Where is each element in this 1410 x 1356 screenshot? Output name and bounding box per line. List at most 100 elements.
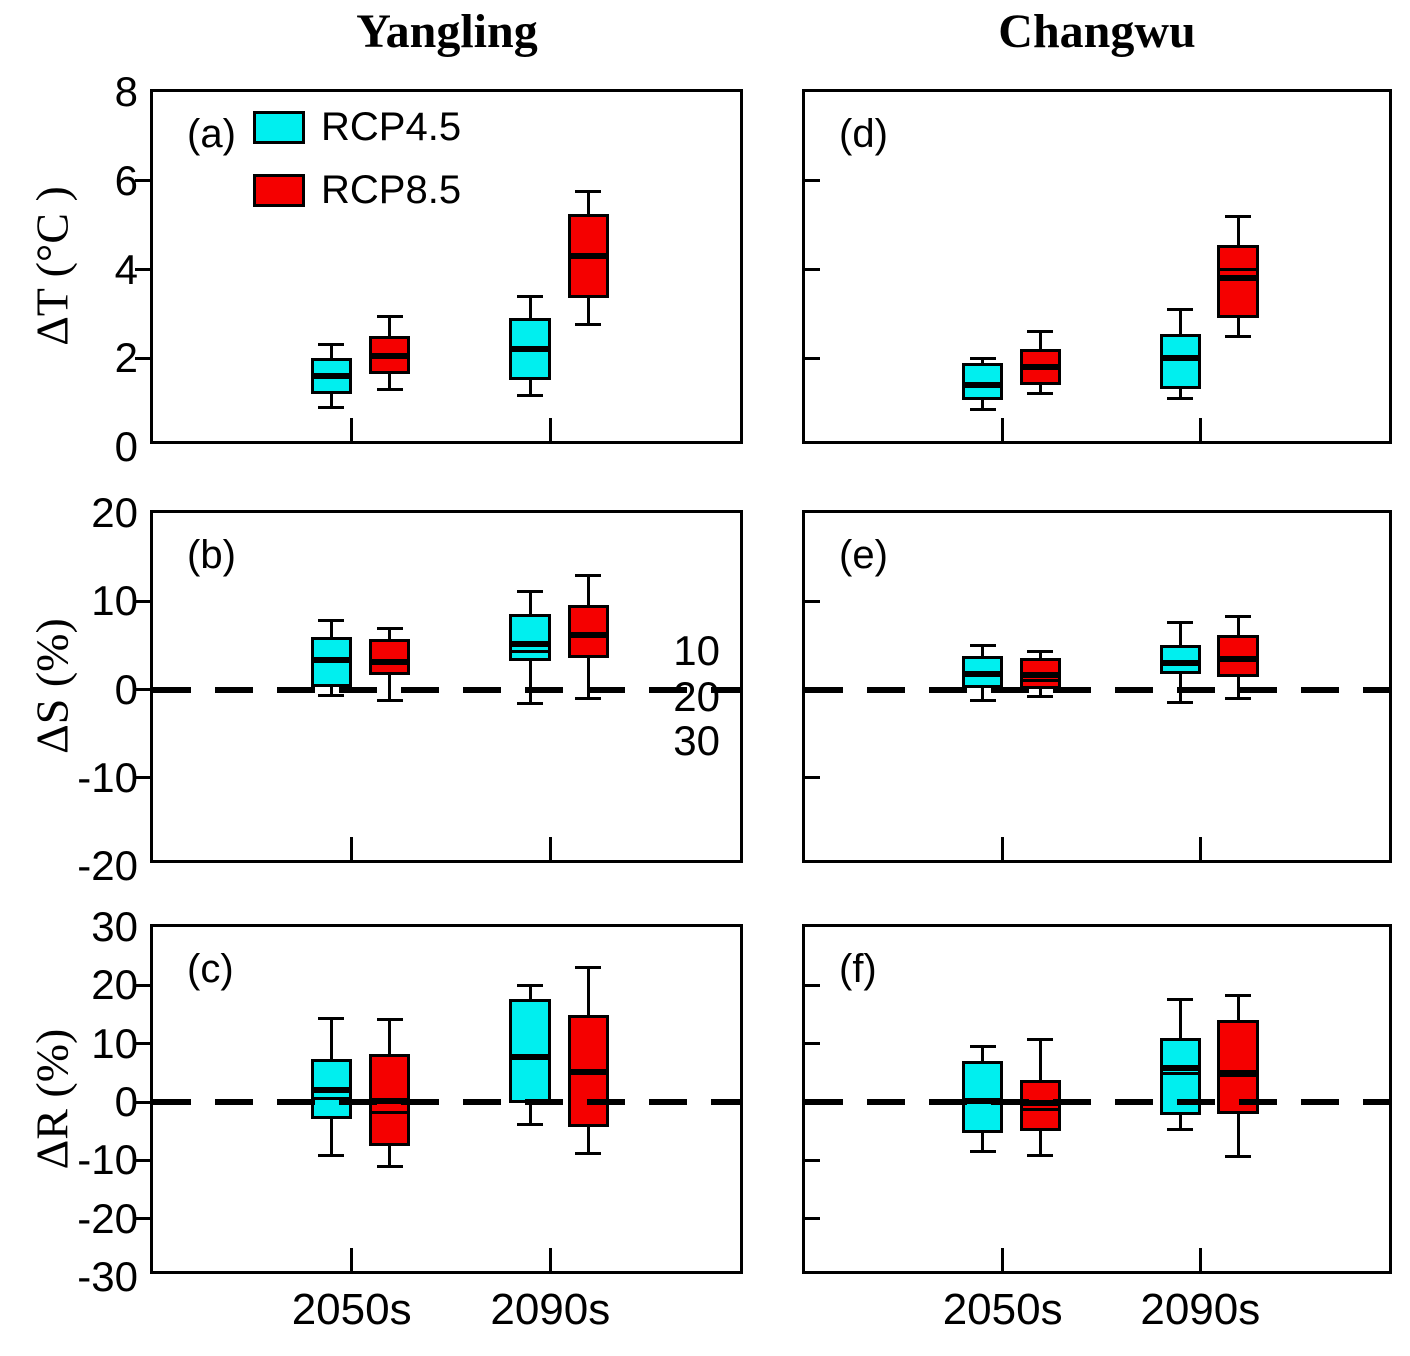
median-line (1019, 672, 1062, 679)
whisker-cap (376, 387, 403, 391)
panel-b: (b) -20 -10 0 10 20 10 20 30 (77, 492, 743, 887)
panel-letter-b: (b) (187, 533, 236, 577)
secondary-line (1022, 679, 1059, 683)
whisker-cap (517, 702, 544, 706)
box-b-rcp85-2050s (368, 639, 411, 676)
box-e-rcp85-2090s (1217, 634, 1259, 678)
x-tick (350, 418, 354, 441)
panel-letter-d: (d) (839, 112, 888, 156)
y-tick-label: 30 (91, 903, 138, 950)
whisker-cap (1167, 307, 1194, 311)
x-tick (548, 418, 552, 441)
y-tick (135, 179, 150, 183)
column-title-changwu: Changwu (998, 5, 1196, 58)
whisker-cap (1225, 1155, 1252, 1159)
secondary-line (313, 1097, 350, 1100)
whisker-cap (376, 1018, 403, 1022)
median-line (368, 353, 411, 360)
whisker-cap (969, 699, 996, 703)
zero-reference-line (153, 686, 740, 693)
stray-tick-label: 10 (673, 626, 720, 674)
whisker-cap (376, 698, 403, 702)
median-line (1217, 1069, 1259, 1076)
whisker-cap (517, 294, 544, 298)
whisker-cap (1027, 1154, 1054, 1158)
panel-e: (e) (802, 510, 1392, 863)
x-tick-label: 2050s (291, 1285, 412, 1334)
x-tick (1001, 418, 1005, 441)
x-tick (350, 837, 354, 860)
y-tick (135, 1100, 150, 1104)
y-tick-label: 20 (91, 961, 138, 1009)
median-line (1159, 355, 1201, 362)
whisker-cap (1225, 993, 1252, 997)
y-tick (135, 776, 150, 780)
whisker-cap (575, 574, 602, 578)
y-tick (805, 179, 820, 183)
whisker-cap (318, 619, 345, 623)
y-tick-label: 4 (114, 245, 138, 293)
zero-reference-line (805, 1099, 1389, 1105)
median-line (310, 1086, 353, 1093)
x-tick (1001, 837, 1005, 860)
median-line (368, 659, 411, 666)
whisker-cap (575, 696, 602, 700)
x-tick (1198, 418, 1202, 441)
y-tick (135, 268, 150, 271)
y-tick (805, 1042, 820, 1046)
y-tick-label: 10 (91, 577, 138, 625)
y-tick (805, 356, 820, 360)
whisker-cap (1225, 214, 1252, 218)
box-b-rcp45-2090s (509, 613, 551, 662)
whisker-cap (517, 394, 544, 398)
whisker-cap (1167, 396, 1194, 400)
whisker-cap (517, 983, 544, 987)
whisker-cap (1225, 696, 1252, 700)
whisker-cap (575, 323, 602, 327)
y-tick-label: 0 (114, 665, 138, 713)
whisker-cap (1225, 334, 1252, 338)
whisker-cap (318, 405, 345, 409)
whisker-cap (969, 407, 996, 411)
whisker-cap (1027, 1037, 1054, 1041)
legend: RCP4.5 RCP8.5 (253, 107, 461, 240)
whisker-cap (575, 966, 602, 970)
y-tick-label: -20 (77, 842, 138, 889)
zero-reference-line (153, 1099, 740, 1105)
median-line (1159, 1064, 1201, 1071)
box-b-rcp85-2090s (567, 604, 609, 658)
stray-tick-label: 30 (673, 716, 720, 764)
x-tick (350, 1248, 354, 1271)
secondary-line (512, 650, 548, 654)
median-line (1159, 660, 1201, 667)
y-tick (135, 599, 150, 603)
whisker-cap (1027, 695, 1054, 699)
y-tick (805, 599, 820, 603)
median-line (310, 373, 353, 379)
y-tick-label: 8 (114, 68, 138, 115)
y-tick (805, 983, 820, 987)
legend-swatch-icon (253, 174, 305, 207)
panel-letter-a: (a) (187, 112, 236, 156)
y-tick-label: -10 (77, 1136, 138, 1184)
whisker-cap (1027, 392, 1054, 396)
secondary-line (1220, 1074, 1256, 1078)
median-line (567, 1068, 609, 1075)
y-tick (135, 1042, 150, 1046)
y-tick (135, 1158, 150, 1162)
box-c-rcp45-2090s (509, 998, 551, 1104)
panel-letter-e: (e) (839, 533, 888, 577)
median-line (961, 671, 1004, 678)
panel-c: (c) -30 -20 -10 0 10 20 30 2050s 2090s (77, 906, 743, 1334)
stray-tick-label: 20 (673, 672, 720, 720)
box-d-rcp85-2090s (1217, 245, 1259, 319)
zero-reference-line (805, 686, 1389, 693)
y-tick (135, 688, 150, 691)
y-tick (805, 1217, 820, 1221)
x-tick (1001, 1248, 1005, 1271)
whisker-cap (517, 1122, 544, 1126)
y-tick (135, 983, 150, 987)
y-tick-label: 10 (91, 1019, 138, 1067)
median-line (509, 1054, 551, 1061)
